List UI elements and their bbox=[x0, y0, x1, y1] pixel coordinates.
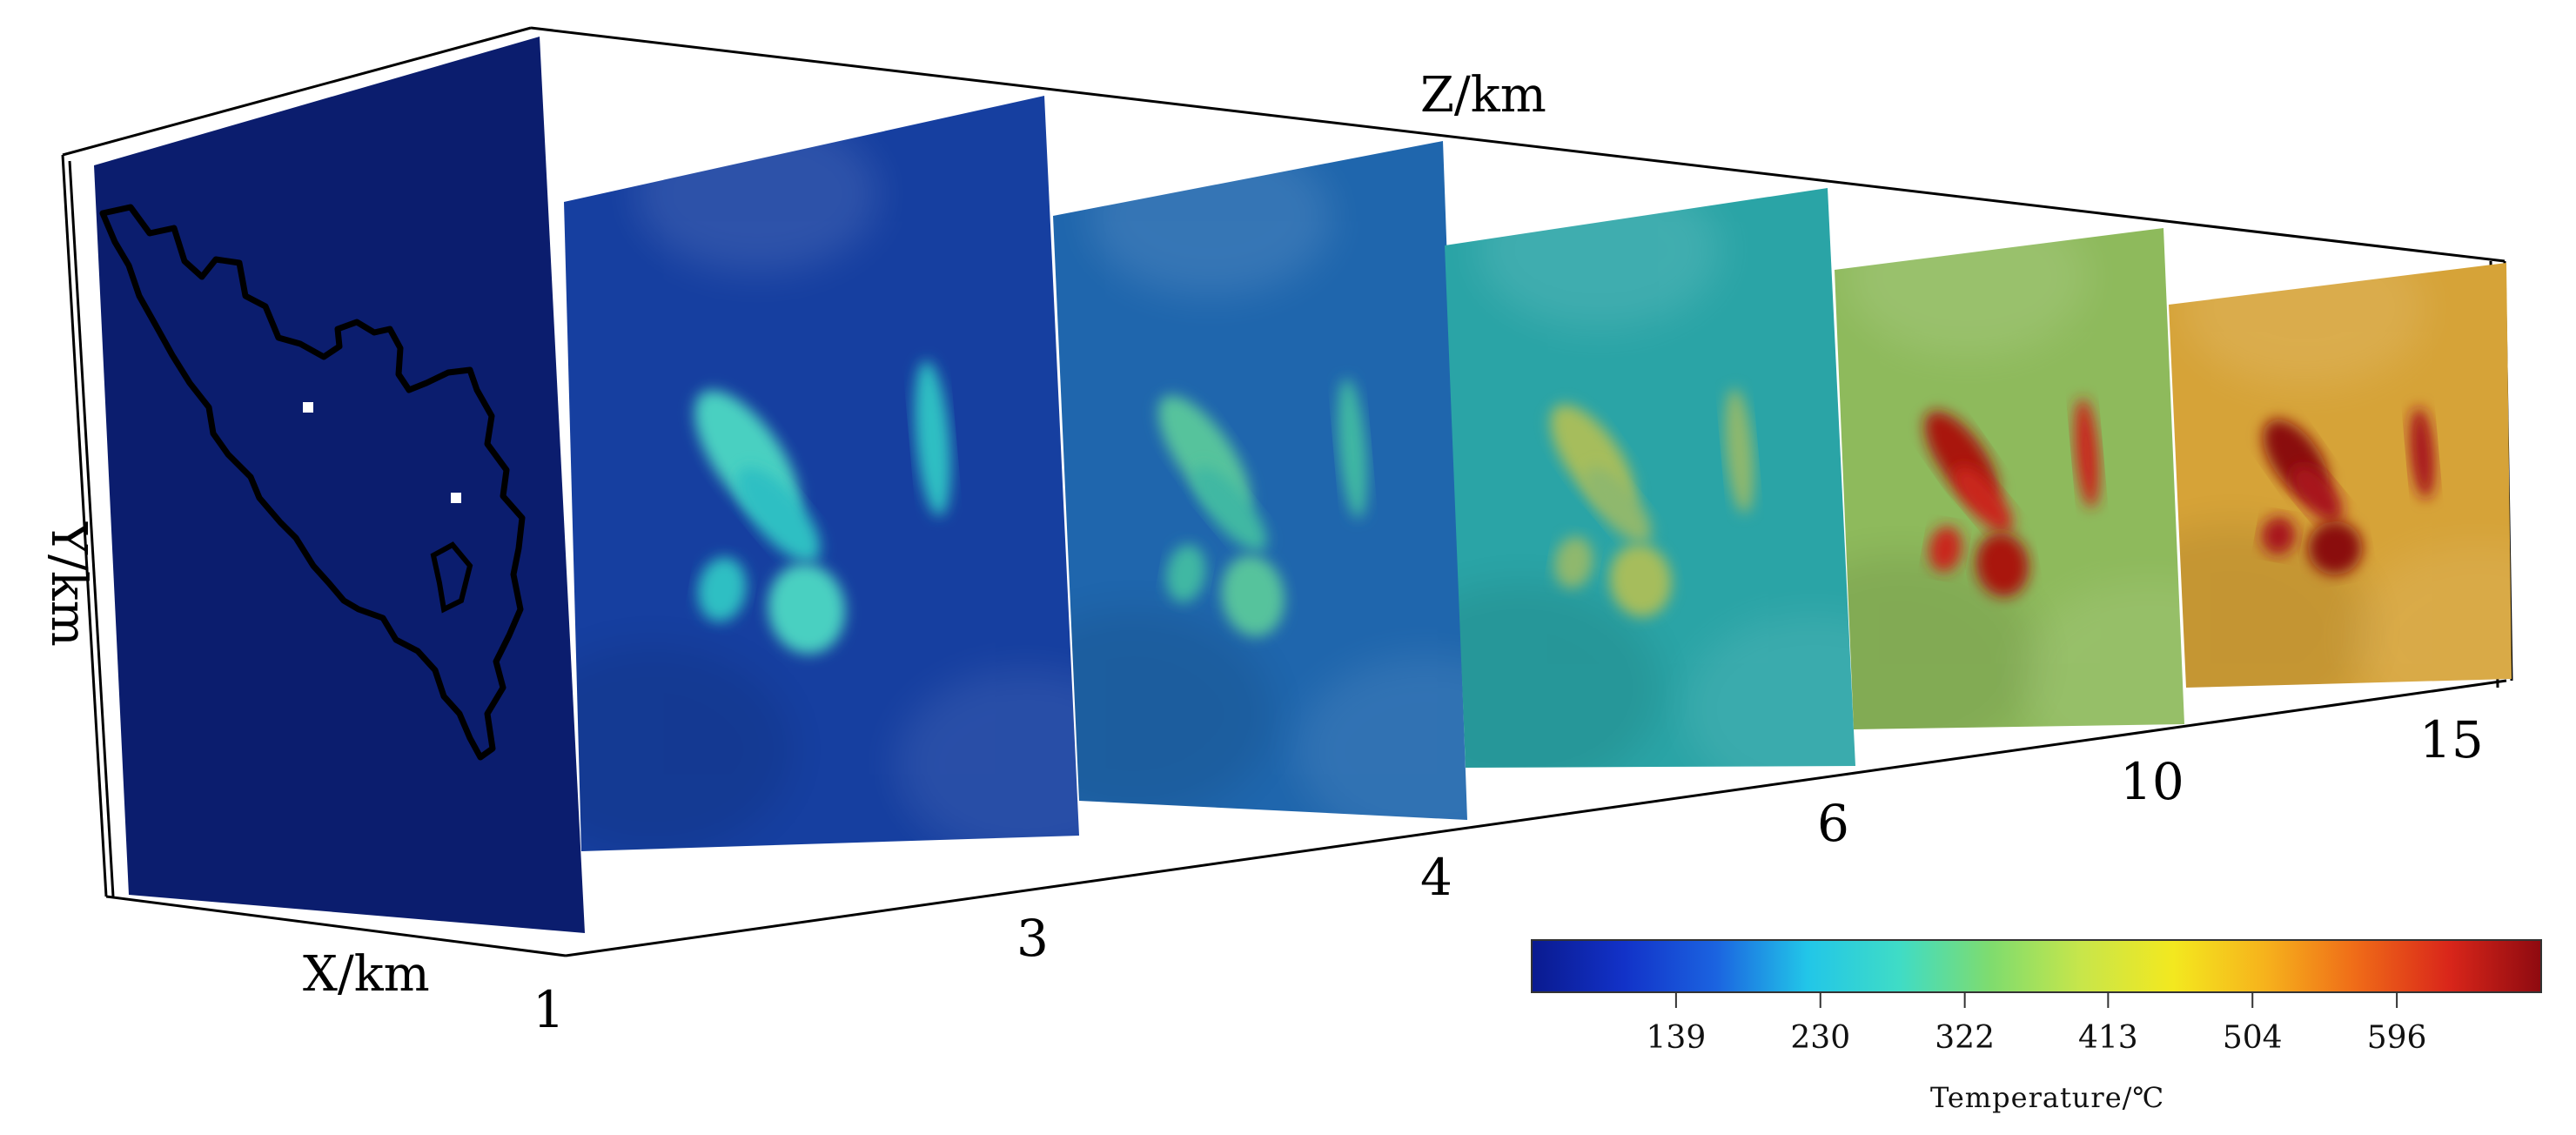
temperature-colorbar: 139 230 322 413 504 596 Temperature/℃ bbox=[1531, 939, 2542, 1114]
thermal-anomaly bbox=[1976, 533, 2029, 597]
depth-label-3: 3 bbox=[1016, 909, 1049, 968]
thermal-anomaly bbox=[1953, 466, 2013, 533]
slice-shading bbox=[1477, 188, 1721, 328]
slice-shading bbox=[1088, 141, 1332, 296]
thermal-anomaly bbox=[1609, 544, 1672, 617]
depth-label-4: 4 bbox=[1420, 848, 1452, 907]
thermal-anomaly bbox=[1554, 536, 1593, 588]
frame-left-edge bbox=[61, 154, 108, 897]
thermal-anomaly bbox=[1337, 378, 1368, 519]
depth-slice-1 bbox=[94, 37, 585, 933]
depth-label-1: 1 bbox=[533, 980, 565, 1039]
slice-shading bbox=[1835, 554, 2040, 729]
depth-slices bbox=[94, 37, 2512, 933]
depth-slice-6 bbox=[1445, 188, 1855, 768]
slice-shading bbox=[2182, 263, 2426, 386]
slice-shading bbox=[635, 115, 880, 272]
slice-shading bbox=[2169, 523, 2372, 688]
colorbar-tick-label: 413 bbox=[2078, 1020, 2138, 1056]
slice-shading bbox=[1683, 613, 1855, 768]
frame-left-back bbox=[68, 160, 115, 897]
frame-top-edge bbox=[62, 26, 532, 157]
depth-label-10: 10 bbox=[2120, 752, 2184, 811]
thermal-anomaly bbox=[1725, 388, 1754, 514]
frame-bottom-far-edge bbox=[565, 679, 2507, 957]
thermal-anomaly bbox=[1221, 554, 1285, 637]
thermal-anomaly bbox=[2291, 465, 2343, 522]
study-area-inner-notch bbox=[430, 541, 473, 614]
depth-slice-3 bbox=[564, 96, 1079, 851]
depth-label-15: 15 bbox=[2419, 710, 2484, 769]
slice-shading bbox=[2018, 580, 2184, 729]
thermal-anomaly bbox=[736, 467, 821, 562]
thermal-anomaly bbox=[2410, 406, 2435, 500]
thermal-anomaly bbox=[915, 360, 951, 517]
thermal-anomaly bbox=[697, 557, 747, 622]
z-axis-title: Z/km bbox=[1420, 67, 1546, 124]
slice-shading bbox=[564, 645, 793, 851]
bounding-frame bbox=[61, 26, 2513, 957]
colorbar-ticks: 139 230 322 413 504 596 bbox=[1647, 992, 2427, 1056]
thermal-anomaly bbox=[2074, 398, 2100, 508]
thermal-anomaly bbox=[1929, 526, 1962, 572]
colorbar-title: Temperature/℃ bbox=[1930, 1081, 2164, 1114]
colorbar-tick-label: 504 bbox=[2223, 1020, 2283, 1056]
thermal-anomaly bbox=[2308, 520, 2363, 575]
slice-shading bbox=[1845, 228, 2090, 356]
slice-shading bbox=[896, 668, 1079, 851]
slice-1-overlay bbox=[99, 204, 526, 761]
y-axis-title: Y/km bbox=[40, 521, 97, 647]
thermal-anomaly bbox=[1192, 467, 1267, 552]
frame-top-far-edge bbox=[530, 26, 2506, 263]
x-axis-title: X/km bbox=[303, 946, 430, 1003]
thermal-anomaly bbox=[768, 563, 846, 655]
thermal-anomaly bbox=[1584, 467, 1652, 543]
thermal-anomaly bbox=[1165, 544, 1206, 603]
study-area-outline bbox=[99, 204, 526, 761]
slice-shading bbox=[1295, 655, 1467, 820]
slice-plate bbox=[94, 37, 585, 933]
colorbar-tick-label: 322 bbox=[1935, 1020, 1995, 1056]
depth-label-6: 6 bbox=[1817, 794, 1849, 853]
colorbar-tick-label: 596 bbox=[2367, 1020, 2427, 1056]
well-marker-1 bbox=[303, 402, 313, 413]
thermal-anomaly bbox=[2261, 516, 2296, 555]
colorbar-tick-label: 230 bbox=[1790, 1020, 1850, 1056]
well-marker-2 bbox=[451, 493, 461, 503]
colorbar-gradient bbox=[1531, 939, 2542, 993]
colorbar-tick-label: 139 bbox=[1647, 1020, 1707, 1056]
frame-bottom-near bbox=[105, 895, 567, 957]
